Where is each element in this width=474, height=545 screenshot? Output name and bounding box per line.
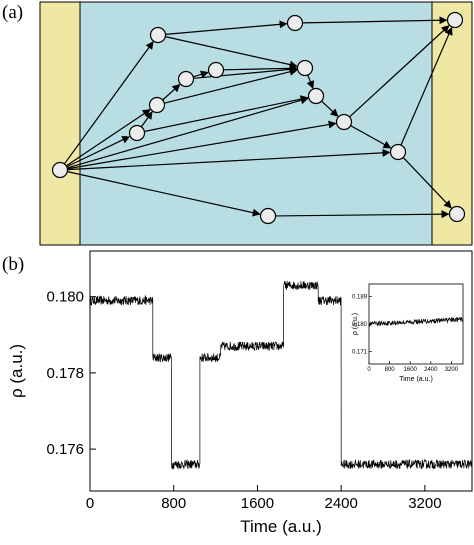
graph-edge <box>400 26 453 146</box>
inset-trace <box>368 316 464 327</box>
graph-edge <box>165 20 288 35</box>
graph-node <box>149 26 167 44</box>
inset-x-tick-label: 1600 <box>404 367 418 373</box>
graph-node <box>148 96 166 114</box>
graph-edge <box>67 120 337 170</box>
panel-a-label: (a) <box>2 2 23 23</box>
y-tick-label: 0.178 <box>46 365 84 382</box>
inset-x-tick-label: 3200 <box>445 367 459 373</box>
graph-edge <box>67 96 309 169</box>
graph-node <box>286 14 304 32</box>
inset-x-tick-label: 0 <box>367 367 371 373</box>
panel-b: (b) 0 800 1600 2400 3200 0.176 0.178 0.180 Time… <box>2 250 473 536</box>
panel-b-label: (b) <box>2 254 24 275</box>
graph-edge <box>164 67 298 104</box>
inset-y-tick-label: 0.171 <box>352 350 368 356</box>
graph-edges <box>63 16 453 219</box>
inset-y-axis-title: ρ (a.u.) <box>352 313 359 335</box>
main-trace <box>89 280 473 471</box>
y-tick-label: 0.180 <box>46 289 84 306</box>
inset-x-axis-title: Time (a.u.) <box>399 376 433 383</box>
graph-edge <box>67 148 391 171</box>
y-tick-label: 0.176 <box>46 441 84 458</box>
graph-node <box>51 161 69 179</box>
graph-node <box>128 124 146 142</box>
x-tick-label: 800 <box>161 495 186 512</box>
graph-edge <box>65 109 151 167</box>
inset-frame <box>368 283 464 365</box>
inset-x-tick-label: 800 <box>385 367 396 373</box>
graph-edge <box>67 171 261 217</box>
graph-edge <box>350 125 392 149</box>
inset-plot: 0 800 1600 2400 3200 0.171 0.180 0.189 Time (a.… <box>352 283 464 383</box>
inset-y-tick-label: 0.189 <box>352 294 368 300</box>
graph-node <box>307 87 325 105</box>
graph-edge <box>275 210 450 219</box>
graph-node <box>389 143 407 161</box>
inset-x-tick-label: 2400 <box>424 367 438 373</box>
inset-axes: 0 800 1600 2400 3200 0.171 0.180 0.189 <box>352 294 459 373</box>
main-series-line <box>89 280 473 471</box>
graph-edge <box>402 157 452 209</box>
graph-nodes <box>51 11 466 225</box>
inset-series-line <box>368 316 464 327</box>
main-axes: 0 800 1600 2400 3200 0.176 0.178 0.180 <box>46 289 441 512</box>
graph-edge <box>223 64 298 73</box>
panel-a: (a) <box>2 1 473 246</box>
graph-node <box>177 70 195 88</box>
graph-edge <box>162 84 181 101</box>
graph-edge <box>144 95 309 133</box>
x-tick-label: 2400 <box>324 495 357 512</box>
panel-a-center <box>79 1 433 246</box>
x-tick-label: 0 <box>86 495 94 512</box>
graph-node <box>259 207 277 225</box>
graph-edge <box>165 36 298 69</box>
y-axis-title: ρ (a.u.) <box>7 344 26 398</box>
graph-edge <box>349 25 450 118</box>
inset-y-tick-label: 0.180 <box>352 322 368 328</box>
graph-edge <box>140 111 153 128</box>
x-tick-label: 1600 <box>241 495 274 512</box>
graph-edge <box>302 16 448 25</box>
x-axis-title: Time (a.u.) <box>240 517 322 536</box>
graph-node <box>296 59 314 77</box>
graph-edge <box>193 65 298 79</box>
graph-edge <box>193 70 209 79</box>
graph-edge <box>63 41 154 165</box>
graph-edge <box>66 136 131 168</box>
graph-node <box>207 61 225 79</box>
x-tick-label: 3200 <box>408 495 441 512</box>
graph-node <box>448 205 466 223</box>
graph-node <box>446 11 464 29</box>
graph-node <box>335 113 353 131</box>
graph-edge <box>306 74 315 90</box>
graph-edge <box>321 100 339 117</box>
